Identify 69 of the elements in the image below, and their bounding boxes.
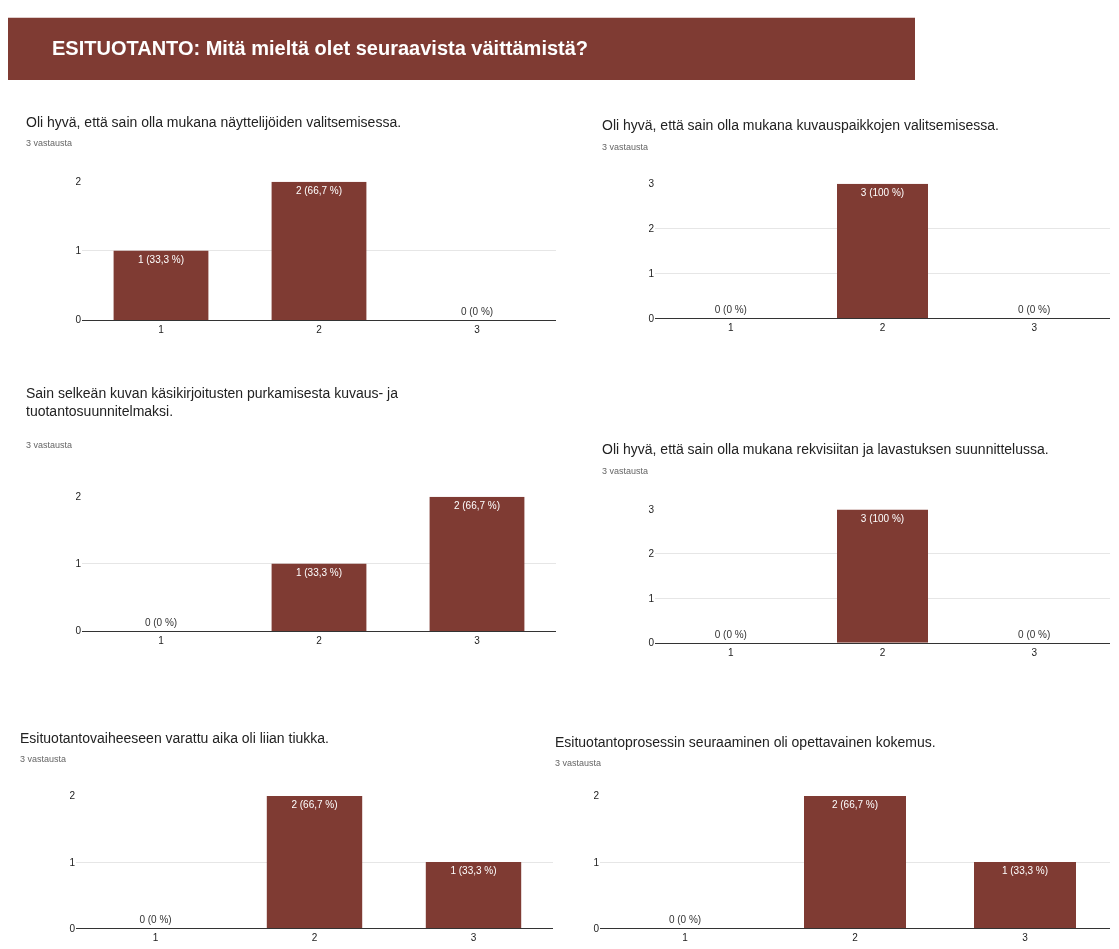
y-tick-label: 2	[69, 790, 76, 802]
x-tick-label: 1	[152, 932, 159, 944]
data-label: 0 (0 %)	[1018, 628, 1051, 640]
y-tick-label: 2	[593, 790, 600, 802]
y-tick-label: 0	[648, 637, 655, 649]
y-tick-label: 1	[75, 558, 82, 570]
x-tick-label: 2	[879, 646, 886, 658]
data-label: 0 (0 %)	[714, 304, 747, 315]
x-tick-label: 3	[1022, 932, 1029, 944]
chart-title: Oli hyvä, että sain olla mukana näyttelijöiden valitsemisessa.	[26, 114, 402, 130]
x-tick-label: 1	[158, 635, 165, 646]
data-label: 0 (0 %)	[714, 628, 747, 640]
chart-subtitle: 3 vastausta	[602, 466, 649, 476]
x-tick-label: 3	[470, 932, 477, 944]
chart-subtitle: 3 vastausta	[602, 142, 649, 152]
y-tick-label: 3	[648, 504, 655, 516]
x-tick-label: 1	[728, 646, 735, 658]
y-tick-label: 3	[648, 178, 655, 190]
data-label: 2 (66,7 %)	[291, 798, 338, 810]
data-label: 3 (100 %)	[860, 186, 905, 198]
x-tick-label: 1	[158, 323, 165, 335]
data-label: 1 (33,3 %)	[1001, 865, 1049, 877]
y-tick-label: 0	[648, 312, 655, 324]
chart-title: Oli hyvä, että sain olla mukana kuvauspaikkojen valitsemisessa.	[602, 117, 999, 133]
y-tick-label: 1	[69, 856, 76, 868]
x-tick-label: 3	[1031, 322, 1038, 333]
y-tick-label: 0	[75, 314, 82, 326]
chart-title: Oli hyvä, että sain olla mukana rekvisiitan ja lavastuksen suunnittelussa.	[602, 441, 1049, 457]
data-label: 1 (33,3 %)	[295, 566, 343, 578]
data-label: 0 (0 %)	[668, 914, 702, 926]
x-tick-label: 2	[311, 932, 318, 944]
x-tick-label: 2	[879, 322, 886, 333]
data-label: 0 (0 %)	[1018, 304, 1051, 315]
data-label: 2 (66,7 %)	[453, 499, 501, 511]
data-label: 2 (66,7 %)	[831, 798, 879, 810]
x-tick-label: 1	[682, 932, 689, 944]
x-tick-label: 2	[316, 323, 323, 335]
data-label: 0 (0 %)	[139, 914, 172, 926]
data-label: 1 (33,3 %)	[137, 253, 185, 265]
chart-title: Esituotantoprosessin seuraaminen oli opettavainen kokemus.	[555, 734, 936, 750]
y-tick-label: 1	[648, 267, 655, 279]
y-tick-label: 0	[593, 922, 600, 934]
y-tick-label: 2	[648, 222, 655, 234]
x-tick-label: 1	[728, 322, 735, 333]
chart-subtitle: 3 vastausta	[20, 754, 67, 764]
chart-subtitle: 3 vastausta	[555, 758, 602, 768]
y-tick-label: 2	[75, 491, 82, 503]
x-tick-label: 3	[474, 635, 481, 646]
y-tick-label: 2	[75, 176, 82, 188]
y-tick-label: 0	[69, 922, 76, 934]
y-tick-label: 1	[593, 856, 600, 868]
chart-title: Sain selkeän kuvan käsikirjoitusten purkamisesta kuvaus- ja tuotantosuunnitelmaksi.	[26, 385, 399, 420]
x-tick-label: 3	[474, 323, 481, 335]
data-label: 0 (0 %)	[144, 617, 178, 628]
y-tick-label: 1	[648, 592, 655, 604]
data-label: 0 (0 %)	[460, 305, 494, 317]
y-tick-label: 1	[75, 245, 82, 257]
chart-title: Esituotantovaiheeseen varattu aika oli liian tiukka.	[20, 730, 329, 746]
x-tick-label: 2	[852, 932, 859, 944]
chart-subtitle: 3 vastausta	[26, 440, 73, 450]
x-tick-label: 2	[316, 635, 323, 646]
data-label: 1 (33,3 %)	[450, 865, 497, 877]
chart-subtitle: 3 vastausta	[26, 138, 73, 148]
y-tick-label: 2	[648, 548, 655, 560]
x-tick-label: 3	[1031, 646, 1038, 658]
text: ESITUOTANTO: Mitä mieltä olet seuraavista väittämistä?	[52, 37, 589, 59]
data-label: 2 (66,7 %)	[295, 184, 343, 196]
data-label: 3 (100 %)	[860, 512, 905, 524]
y-tick-label: 0	[75, 625, 82, 637]
